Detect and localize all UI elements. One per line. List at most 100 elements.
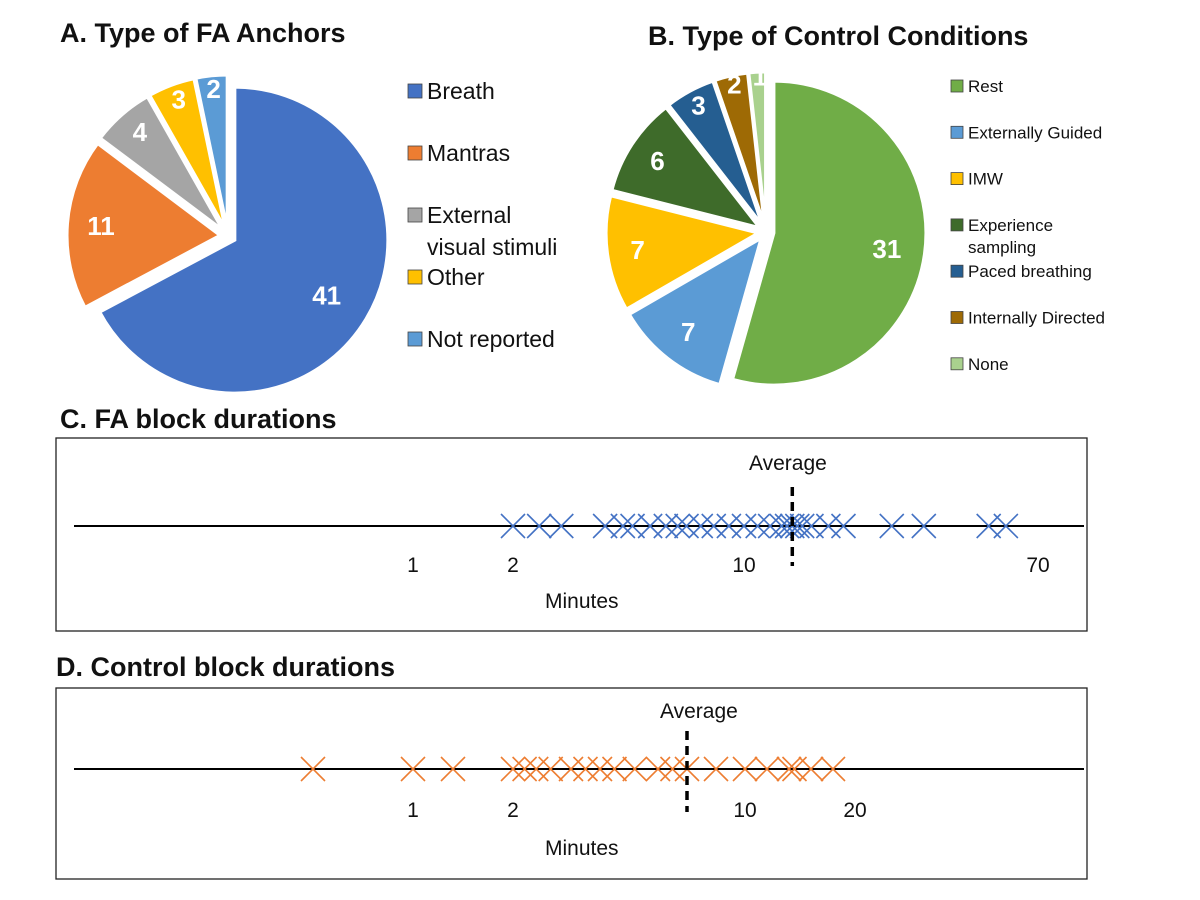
- tick-label: 1: [407, 799, 419, 822]
- legend-swatch: [950, 79, 964, 93]
- duration-marker: [300, 756, 326, 782]
- duration-marker: [526, 513, 552, 539]
- tick-label: 10: [733, 799, 756, 822]
- legend-label: Breath: [427, 78, 495, 104]
- duration-marker: [784, 513, 810, 539]
- duration-marker: [820, 756, 846, 782]
- duration-marker: [523, 756, 549, 782]
- legend-swatch: [407, 207, 423, 223]
- legend-label: Internally Directed: [968, 308, 1105, 327]
- panel-c-axis-title: Minutes: [545, 590, 619, 613]
- duration-marker: [601, 756, 628, 782]
- duration-marker: [673, 513, 700, 539]
- duration-marker: [745, 513, 771, 539]
- duration-marker: [400, 756, 426, 782]
- legend-fa-anchors: Breath Mantras External visual stimuli Other…: [407, 78, 557, 352]
- tick-label: 70: [1026, 554, 1049, 577]
- legend-control-conditions: Rest Externally Guided IMW Experience sampli…: [950, 77, 1105, 373]
- duration-marker: [703, 756, 729, 782]
- pie-slice-external-visual-stimuli: [98, 94, 225, 232]
- duration-marker: [645, 756, 671, 782]
- duration-marker: [911, 513, 937, 539]
- panel-a-title: A. Type of FA Anchors: [60, 18, 346, 48]
- pie-data-label: 2: [727, 70, 741, 100]
- pie-data-label: 6: [650, 146, 664, 176]
- pie-slice-mantras: [65, 141, 223, 310]
- pie-data-label: 7: [681, 317, 695, 347]
- pie-data-label: 41: [312, 280, 341, 310]
- panel-d-axis-title: Minutes: [545, 837, 619, 860]
- panel-c-ticks: 1 2 10 70: [407, 554, 1050, 577]
- legend-label: Rest: [968, 77, 1003, 96]
- pie-data-label: 31: [872, 234, 901, 264]
- tick-label: 2: [507, 554, 519, 577]
- duration-marker: [776, 756, 802, 782]
- duration-marker: [610, 513, 636, 539]
- duration-marker: [587, 756, 613, 782]
- duration-marker: [440, 756, 466, 782]
- pie-slice-externally-guided: [627, 235, 764, 387]
- duration-marker: [500, 756, 526, 782]
- duration-marker: [754, 756, 780, 782]
- duration-marker: [500, 513, 526, 539]
- duration-marker: [558, 756, 584, 782]
- pie-slice-rest: [730, 79, 928, 387]
- pie-slice-not-reported: [194, 73, 229, 229]
- legend-label: Not reported: [427, 326, 555, 352]
- duration-marker: [976, 513, 1002, 539]
- legend-swatch: [407, 145, 423, 161]
- legend-label: Externally Guided: [968, 123, 1102, 142]
- duration-marker: [592, 513, 618, 539]
- duration-marker: [798, 756, 824, 782]
- duration-marker: [512, 756, 538, 782]
- pie-data-label: 2: [206, 74, 220, 104]
- pie-data-label: 7: [630, 235, 644, 265]
- panel-c-markers: [500, 487, 1019, 566]
- panel-b-title: B. Type of Control Conditions: [648, 21, 1028, 51]
- legend-label: Mantras: [427, 140, 510, 166]
- legend-swatch: [407, 331, 423, 347]
- legend-swatch: [407, 269, 423, 285]
- pie-data-label: 4: [133, 117, 148, 147]
- panel-d-title: D. Control block durations: [56, 652, 395, 682]
- legend-label: Experience sampling: [968, 215, 1053, 256]
- pie-data-label: 3: [691, 90, 705, 120]
- duration-marker: [572, 756, 599, 782]
- legend-swatch: [950, 357, 964, 371]
- panel-d-frame: [55, 687, 1088, 880]
- tick-label: 2: [507, 799, 519, 822]
- panel-d-average-label: Average: [660, 700, 738, 723]
- tick-label: 20: [843, 799, 866, 822]
- duration-marker: [548, 513, 574, 539]
- pie-slice-other: [147, 76, 227, 230]
- legend-swatch: [950, 264, 964, 278]
- legend-swatch: [950, 172, 964, 186]
- duration-marker: [659, 756, 686, 782]
- panel-d-markers: [300, 731, 846, 812]
- duration-marker: [879, 513, 905, 539]
- pie-data-label: 1: [753, 61, 767, 91]
- duration-marker: [731, 513, 757, 539]
- pie-slice-breath: [97, 85, 390, 395]
- legend-label: Paced breathing: [968, 262, 1092, 281]
- pie-slice-imw: [604, 193, 763, 312]
- duration-marker: [653, 513, 679, 539]
- pie-chart-fa-anchors: 41 11 43 2: [65, 73, 390, 395]
- pie-slice-none: [747, 70, 768, 225]
- pie-data-label: 11: [87, 211, 115, 241]
- tick-label: 1: [407, 554, 419, 577]
- tick-label: 10: [732, 554, 755, 577]
- pie-chart-control-conditions: 31 7 7 632 1: [604, 61, 928, 387]
- duration-marker: [830, 513, 857, 539]
- duration-marker: [538, 756, 564, 782]
- duration-marker: [993, 513, 1019, 539]
- duration-marker: [688, 513, 714, 539]
- legend-label: None: [968, 354, 1009, 373]
- duration-marker: [665, 513, 691, 539]
- legend-swatch: [950, 125, 964, 139]
- duration-marker: [732, 756, 758, 782]
- pie-slice-paced-breathing: [666, 79, 764, 226]
- legend-label: IMW: [968, 169, 1003, 188]
- duration-marker: [622, 756, 648, 782]
